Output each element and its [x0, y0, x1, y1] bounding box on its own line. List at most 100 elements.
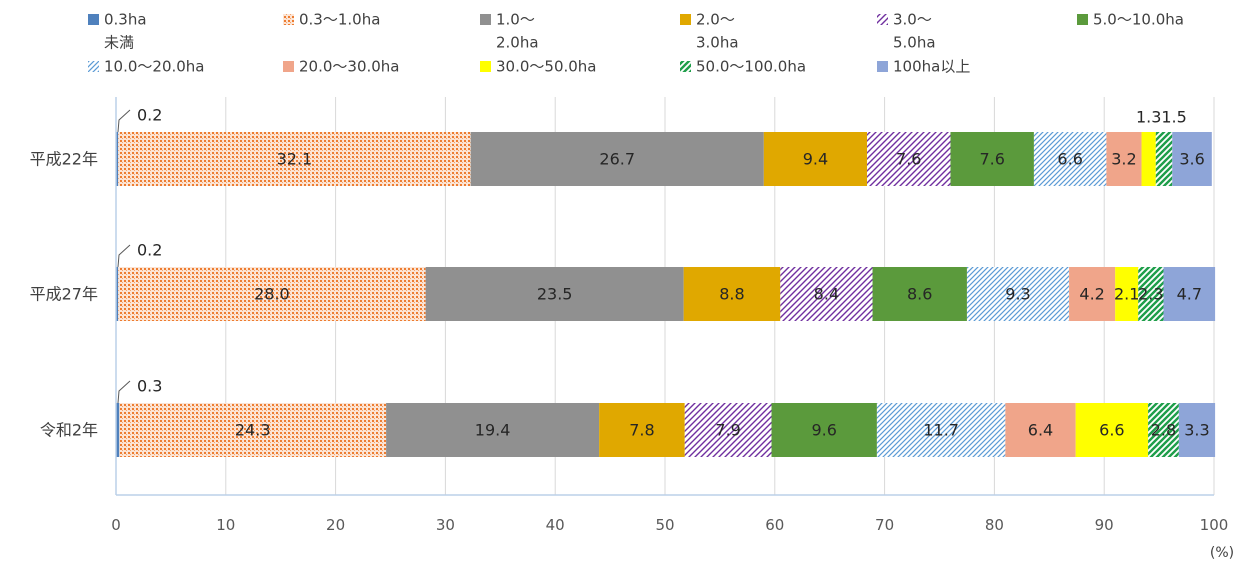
data-label: 9.4 [803, 150, 828, 169]
legend-swatch [1077, 14, 1088, 25]
x-tick-label: 60 [765, 516, 784, 534]
bar-segment [763, 132, 868, 186]
bar-segment [1005, 403, 1076, 457]
bar-segment [1033, 132, 1107, 186]
data-label: 6.6 [1099, 421, 1124, 440]
data-label: 6.4 [1028, 421, 1053, 440]
category-label: 平成22年 [30, 150, 98, 169]
bar-segment [780, 267, 873, 321]
data-label: 6.6 [1057, 150, 1082, 169]
legend-label: 1.0～ [496, 11, 535, 29]
data-label: 3.3 [1184, 421, 1209, 440]
legend-swatch [877, 14, 888, 25]
data-label: 7.6 [979, 150, 1004, 169]
data-label: 0.2 [137, 106, 162, 125]
legend-item: 50.0～100.0ha [680, 58, 806, 76]
data-label: 9.6 [811, 421, 836, 440]
bar-segment [1141, 132, 1156, 186]
data-label: 23.5 [537, 285, 573, 304]
data-label: 4.7 [1177, 285, 1202, 304]
bar-segment [771, 403, 877, 457]
data-label: 7.6 [896, 150, 921, 169]
legend-item: 5.0～10.0ha [1077, 11, 1184, 29]
x-tick-label: 0 [111, 516, 121, 534]
data-label: 11.7 [923, 421, 959, 440]
bar-segment [386, 403, 600, 457]
bar-segment [118, 267, 426, 321]
legend-label: 5.0～10.0ha [1093, 11, 1184, 29]
legend-label: 20.0～30.0ha [299, 58, 400, 76]
legend-item: 0.3ha 未満 [88, 11, 147, 52]
data-label: 26.7 [599, 150, 635, 169]
legend-label: 2.0ha [496, 34, 539, 52]
x-tick-label: 50 [655, 516, 674, 534]
legend-label: 2.0～ [696, 11, 735, 29]
legend-item: 2.0～ 3.0ha [680, 11, 739, 52]
legend-swatch [480, 14, 491, 25]
data-label: 2.1 [1114, 285, 1139, 304]
legend-label: 10.0～20.0ha [104, 58, 205, 76]
data-label: 28.0 [254, 285, 290, 304]
x-tick-label: 30 [436, 516, 455, 534]
data-label: 0.2 [137, 241, 162, 260]
legend-label: 0.3ha [104, 11, 147, 29]
x-tick-label: 90 [1095, 516, 1114, 534]
legend-swatch [877, 61, 888, 72]
bar-segment [116, 132, 119, 186]
bar-segment [1106, 132, 1142, 186]
legend-swatch [283, 61, 294, 72]
legend-label: 30.0～50.0ha [496, 58, 597, 76]
legend-label: 3.0ha [696, 34, 739, 52]
x-tick-label: 70 [875, 516, 894, 534]
bar-segment [1138, 267, 1164, 321]
data-label: 32.1 [277, 150, 313, 169]
legend-item: 0.3～1.0ha [283, 11, 380, 29]
bar-segment [1155, 132, 1173, 186]
data-label: 0.3 [137, 377, 162, 396]
category-label: 平成27年 [30, 285, 98, 304]
legend-item: 30.0～50.0ha [480, 58, 597, 76]
data-label: 2.8 [1151, 421, 1176, 440]
data-label: 3.6 [1179, 150, 1204, 169]
data-label: 1.5 [1161, 108, 1186, 127]
bar-segment [1069, 267, 1116, 321]
data-label: 8.4 [814, 285, 839, 304]
legend-label: 0.3～1.0ha [299, 11, 380, 29]
bar-segment [683, 267, 781, 321]
bars-layer [116, 132, 1216, 457]
legend: 0.3ha 未満 0.3～1.0ha 1.0～ 2.0ha 2.0～ 3.0ha 3.0～ 5.… [88, 11, 1184, 76]
x-tick-label: 10 [216, 516, 235, 534]
data-label: 7.8 [629, 421, 654, 440]
legend-item: 100ha以上 [877, 58, 970, 76]
bar-segment [950, 132, 1034, 186]
bar-segment [116, 403, 120, 457]
legend-swatch [283, 14, 294, 25]
legend-swatch [88, 14, 99, 25]
data-label: 3.2 [1111, 150, 1136, 169]
legend-item: 3.0～ 5.0ha [877, 11, 936, 52]
category-label: 令和2年 [40, 421, 98, 440]
bar-segment [1178, 403, 1216, 457]
legend-item: 20.0～30.0ha [283, 58, 400, 76]
bar-segment [470, 132, 764, 186]
x-tick-label: 20 [326, 516, 345, 534]
bar-segment [119, 403, 387, 457]
bar-segment [1115, 267, 1139, 321]
legend-item: 1.0～ 2.0ha [480, 11, 539, 52]
bar-segment [1148, 403, 1179, 457]
data-label: 24.3 [235, 421, 271, 440]
bar-segment [116, 267, 119, 321]
data-label: 2.3 [1138, 285, 1163, 304]
data-label: 8.6 [907, 285, 932, 304]
bar-segment [1163, 267, 1216, 321]
legend-label: 50.0～100.0ha [696, 58, 806, 76]
bar-segment [1172, 132, 1212, 186]
legend-label: 5.0ha [893, 34, 936, 52]
data-label: 4.2 [1079, 285, 1104, 304]
legend-swatch [680, 61, 691, 72]
bar-segment [867, 132, 951, 186]
leader-line [117, 244, 131, 268]
bar-segment [966, 267, 1070, 321]
bar-segment [1075, 403, 1149, 457]
